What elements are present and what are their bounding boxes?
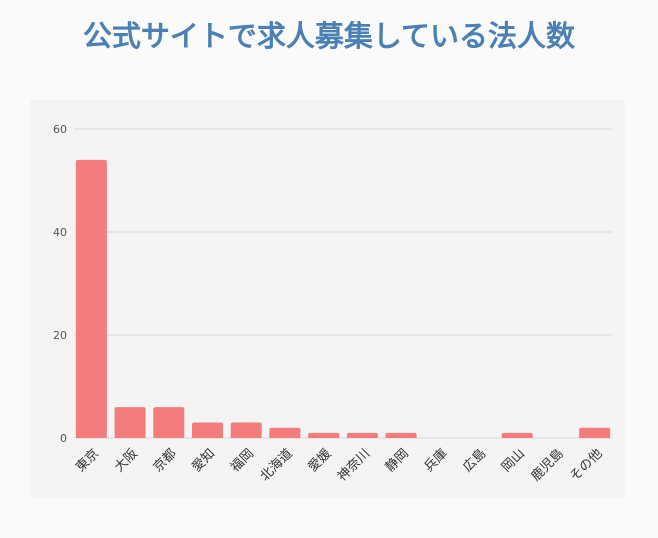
y-tick-label-60: 60 (53, 123, 67, 136)
x-tick-label-4: 愛知 (189, 446, 219, 476)
bar-8 (346, 432, 378, 438)
bar-5 (230, 422, 262, 438)
chart-panel: 0 20 40 60 東京 大阪 京都 愛知 福岡 北海道 愛媛 神奈川 静岡 兵庫 広島 岡山 鹿児島 その他 (30, 100, 625, 498)
bar-6 (269, 427, 301, 438)
x-tick-label-12: 岡山 (499, 446, 528, 475)
x-tick-label-2: 大阪 (112, 446, 141, 475)
bar-2 (114, 407, 146, 438)
y-tick-label-20: 20 (53, 329, 67, 342)
bar-chart: 0 20 40 60 東京 大阪 京都 愛知 福岡 北海道 愛媛 神奈川 静岡 兵庫 広島 岡山 鹿児島 その他 (53, 123, 612, 485)
x-tick-label-3: 京都 (151, 446, 180, 475)
x-tick-label-5: 福岡 (228, 446, 257, 475)
y-tick-label-0: 0 (60, 432, 67, 445)
bars (75, 159, 611, 438)
bar-14 (579, 427, 611, 438)
bar-12 (501, 432, 533, 438)
bar-3 (153, 407, 185, 438)
y-axis-ticks: 0 20 40 60 (53, 123, 67, 445)
x-tick-label-7: 愛媛 (305, 446, 334, 475)
x-tick-label-6: 北海道 (258, 446, 296, 484)
bar-9 (385, 432, 417, 438)
chart-title: 公式サイトで求人募集している法人数 (82, 19, 576, 53)
bar-7 (308, 432, 340, 438)
x-tick-label-1: 東京 (72, 446, 102, 476)
x-tick-label-8: 神奈川 (335, 446, 373, 484)
gridlines (74, 128, 612, 439)
x-tick-label-9: 静岡 (383, 446, 412, 475)
x-axis-ticks: 東京 大阪 京都 愛知 福岡 北海道 愛媛 神奈川 静岡 兵庫 広島 岡山 鹿児島 その他 (72, 446, 605, 485)
bar-4 (192, 422, 223, 438)
x-tick-label-13: 鹿児島 (528, 446, 567, 485)
y-tick-label-40: 40 (53, 226, 67, 239)
x-tick-label-10: 兵庫 (422, 446, 451, 475)
bar-1 (75, 159, 107, 438)
x-tick-label-11: 広島 (460, 446, 489, 475)
x-tick-label-14: その他 (567, 446, 605, 484)
